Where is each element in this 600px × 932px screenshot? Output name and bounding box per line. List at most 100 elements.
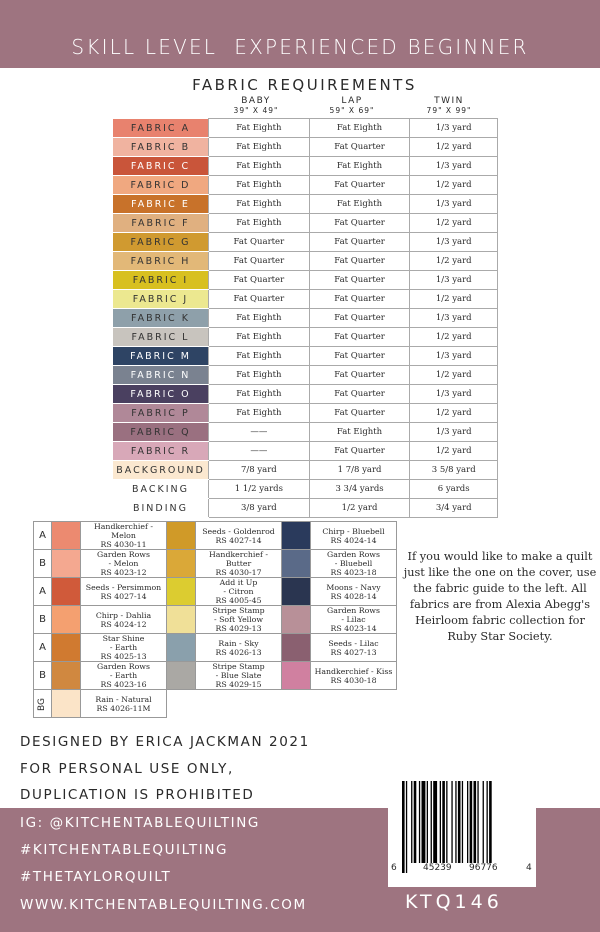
amount-baby: Fat Eighth — [208, 118, 310, 138]
fabric-name-line: Stripe Stamp — [212, 606, 265, 615]
fabric-name-line: - Earth — [109, 671, 138, 680]
fabric-swatch — [51, 633, 81, 662]
amount-lap: Fat Quarter — [308, 232, 411, 252]
guide-letter-text: A — [39, 642, 46, 653]
requirement-row: FABRIC C Fat Eighth Fat Eighth 1/3 yard — [112, 156, 498, 176]
amount-twin: 1/2 yard — [409, 175, 498, 195]
fabric-name-line: Add it Up — [219, 578, 258, 587]
amount-twin: 1/3 yard — [409, 270, 498, 290]
amount-baby: 1 1/2 yards — [208, 479, 310, 499]
fabric-name-line: - Lilac — [341, 615, 366, 624]
guide-row: B Garden Rows - Earth RS 4023-16 Stripe Stam… — [33, 661, 397, 690]
fabric-name-line: Chirp - Bluebell — [322, 526, 385, 536]
requirement-row: FABRIC I Fat Quarter Fat Quarter 1/3 yard — [112, 270, 498, 290]
barcode-bars — [402, 781, 492, 873]
amount-lap: 3 3/4 yards — [308, 479, 411, 499]
amount-lap: Fat Quarter — [308, 346, 411, 366]
amount-baby: Fat Quarter — [208, 251, 310, 271]
barcode-digit: 6 — [390, 863, 398, 873]
guide-row: BG Rain - Natural RS 4026-11M — [33, 689, 397, 718]
fabric-name-line: RS 4030-11 — [100, 540, 147, 549]
fabric-name-line: RS 4023-12 — [100, 568, 147, 577]
hashtag-thetaylorquilt: #THETAYLORQUILT — [20, 869, 172, 885]
fabric-name: Handkerchief - Melon RS 4030-11 — [80, 521, 167, 550]
fabric-name: Seeds - Persimmon RS 4027-14 — [80, 577, 167, 606]
barcode-bar — [426, 781, 428, 863]
fabric-name-line: RS 4023-14 — [330, 624, 377, 633]
amount-baby: 3/8 yard — [208, 498, 310, 518]
fabric-name-line: Chirp - Dahlia — [95, 610, 152, 620]
fabric-swatch — [281, 521, 311, 550]
amount-baby: Fat Eighth — [208, 327, 310, 347]
guide-row: A Seeds - Persimmon RS 4027-14 Add it Up - C… — [33, 577, 397, 606]
fabric-name-line: Rain - Natural — [95, 694, 152, 704]
barcode-digit: 4 — [525, 863, 533, 873]
fabric-name: Chirp - Dahlia RS 4024-12 — [80, 605, 167, 634]
fabric-label: BINDING — [112, 498, 209, 518]
fabric-name: Star Shine - Earth RS 4025-13 — [80, 633, 167, 662]
amount-twin: 1/2 yard — [409, 213, 498, 233]
amount-baby: Fat Eighth — [208, 137, 310, 157]
requirement-row: FABRIC P Fat Eighth Fat Quarter 1/2 yard — [112, 403, 498, 423]
barcode-bar — [402, 781, 405, 873]
guide-letter-text: B — [39, 614, 46, 625]
barcode-digits: 96776 — [468, 863, 499, 873]
fabric-name-line: - Citron — [223, 587, 254, 596]
fabric-name-line: - Bluebell — [334, 559, 373, 568]
fabric-name: Moons - Navy RS 4028-14 — [310, 577, 397, 606]
amount-baby: Fat Quarter — [208, 270, 310, 290]
barcode: 6 45239 96776 4 — [388, 775, 536, 887]
amount-lap: Fat Eighth — [308, 422, 411, 442]
fabric-guide-table: A Handkerchief - Melon RS 4030-11 Seeds - G… — [33, 521, 397, 718]
barcode-bar — [469, 781, 473, 863]
fabric-swatch — [166, 633, 196, 662]
fabric-swatch — [51, 521, 81, 550]
fabric-name-line: Seeds - Lilac — [328, 638, 379, 648]
fabric-label: FABRIC R — [112, 441, 209, 461]
fabric-name-line: - Earth — [109, 643, 138, 652]
fabric-label: BACKGROUND — [112, 460, 209, 480]
fabric-name-line: RS 4026-11M — [96, 703, 151, 713]
amount-twin: 1/2 yard — [409, 251, 498, 271]
requirement-row: FABRIC N Fat Eighth Fat Quarter 1/2 yard — [112, 365, 498, 385]
fabric-name: Chirp - Bluebell RS 4024-14 — [310, 521, 397, 550]
amount-twin: 1/2 yard — [409, 327, 498, 347]
amount-twin: 1/2 yard — [409, 365, 498, 385]
fabric-label: FABRIC O — [112, 384, 209, 404]
amount-twin: 1/2 yard — [409, 441, 498, 461]
fabric-name: Add it Up - Citron RS 4005-45 — [195, 577, 282, 606]
amount-baby: —— — [208, 422, 310, 442]
fabric-swatch — [51, 689, 81, 718]
guide-letter: B — [33, 605, 52, 634]
fabric-name-line: Garden Rows — [97, 550, 150, 559]
amount-baby: Fat Quarter — [208, 232, 310, 252]
fabric-swatch — [166, 577, 196, 606]
guide-letter-text: B — [39, 670, 46, 681]
requirement-row: FABRIC H Fat Quarter Fat Quarter 1/2 yard — [112, 251, 498, 271]
hashtag-kitchentablequilting: #KITCHENTABLEQUILTING — [20, 842, 229, 858]
fabric-swatch — [281, 605, 311, 634]
requirement-row: FABRIC B Fat Eighth Fat Quarter 1/2 yard — [112, 137, 498, 157]
fabric-label: FABRIC I — [112, 270, 209, 290]
amount-baby: Fat Eighth — [208, 346, 310, 366]
requirement-row: FABRIC E Fat Eighth Fat Eighth 1/3 yard — [112, 194, 498, 214]
fabric-name-line: Garden Rows — [97, 662, 150, 671]
fabric-label: FABRIC G — [112, 232, 209, 252]
barcode-bar — [486, 781, 488, 873]
fabric-name-line: Handkerchief - Butter — [208, 550, 269, 568]
guide-letter: B — [33, 661, 52, 690]
amount-twin: 1/2 yard — [409, 403, 498, 423]
amount-baby: Fat Eighth — [208, 213, 310, 233]
fabric-label: FABRIC C — [112, 156, 209, 176]
fabric-name-line: Stripe Stamp — [212, 662, 265, 671]
column-header-twin: TWIN 79" X 99" — [426, 96, 472, 115]
amount-twin: 1/3 yard — [409, 232, 498, 252]
fabric-name: Seeds - Goldenrod RS 4027-14 — [195, 521, 282, 550]
fabric-requirements-table: FABRIC A Fat Eighth Fat Eighth 1/3 yard FABR… — [112, 118, 498, 518]
amount-lap: Fat Quarter — [308, 365, 411, 385]
fabric-name: Rain - Sky RS 4026-13 — [195, 633, 282, 662]
amount-twin: 3 5/8 yard — [409, 460, 498, 480]
amount-lap: 1/2 yard — [308, 498, 411, 518]
amount-twin: 1/3 yard — [409, 156, 498, 176]
amount-lap: Fat Quarter — [308, 308, 411, 328]
